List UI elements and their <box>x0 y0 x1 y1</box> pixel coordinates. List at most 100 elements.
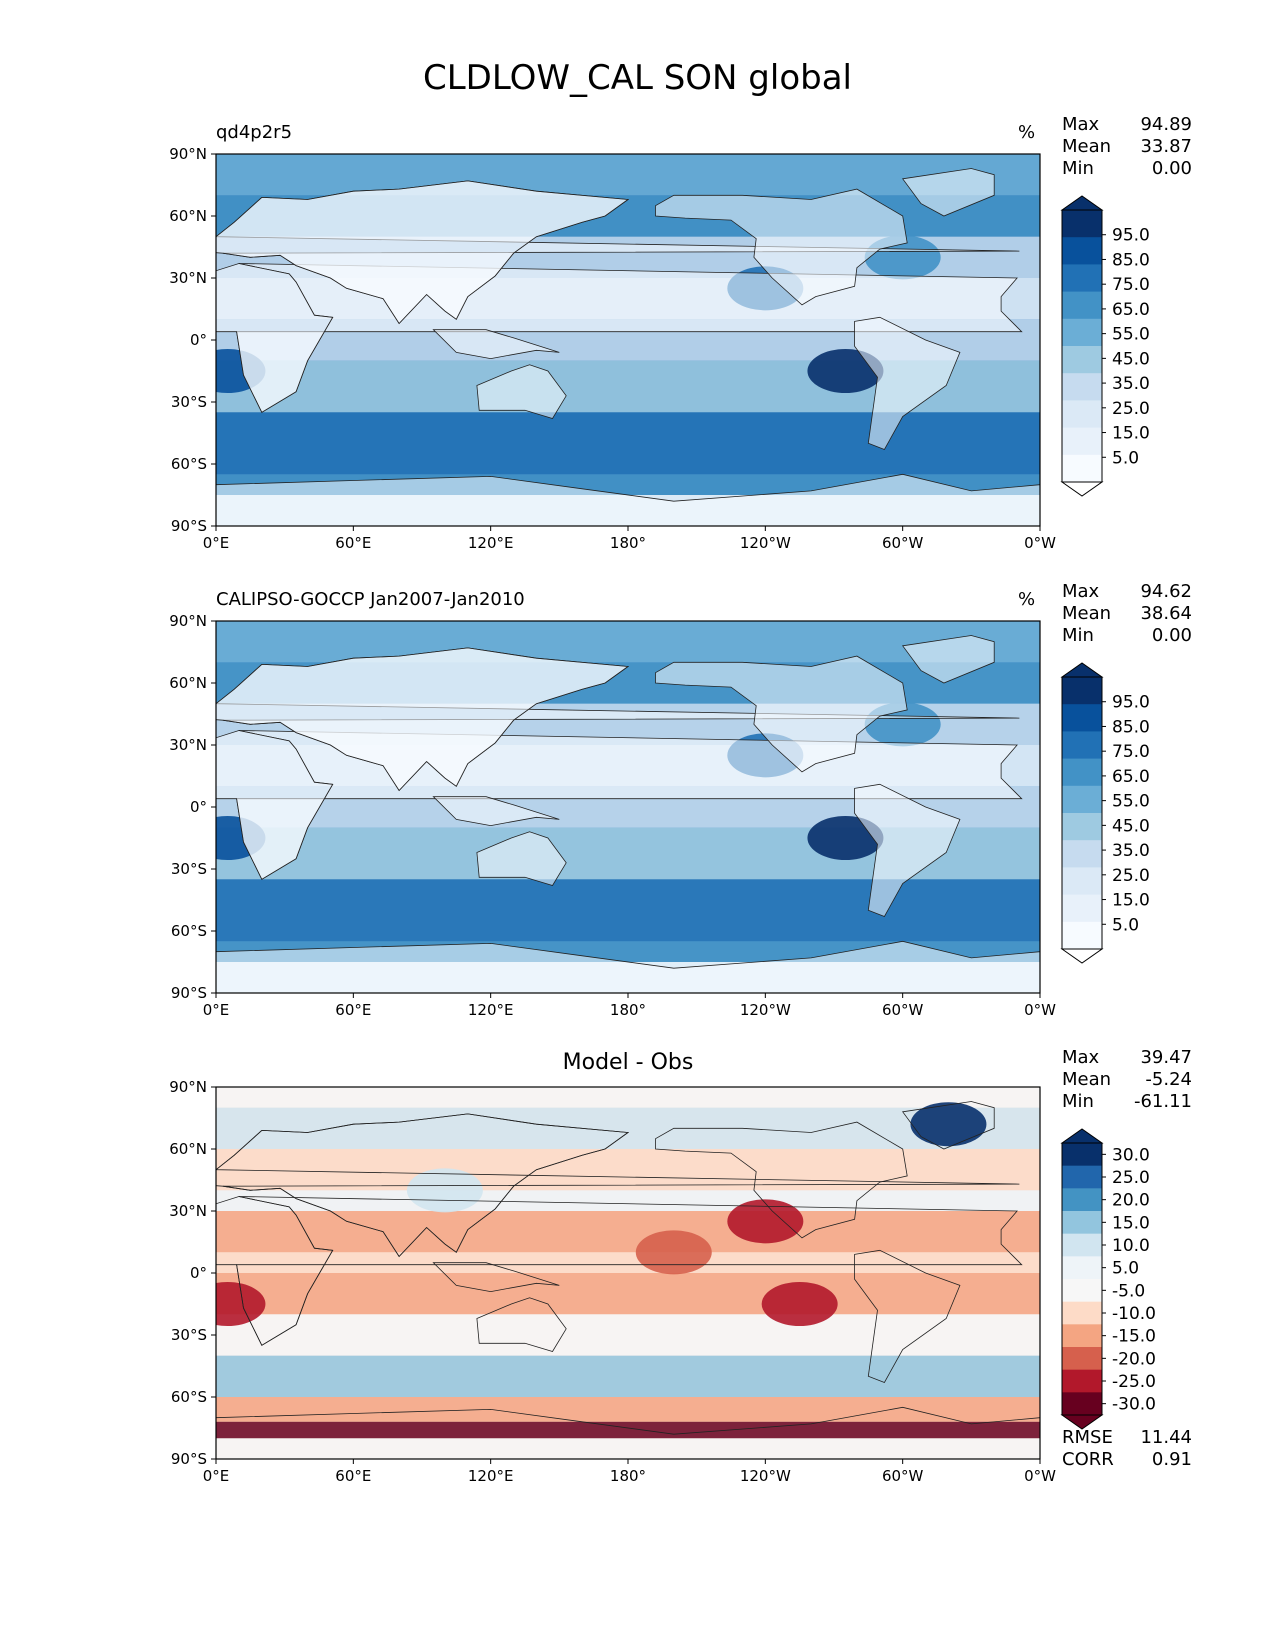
stat-max-label: Max <box>1062 581 1100 602</box>
stat-max-value: 94.62 <box>1140 581 1192 602</box>
lat-tick-label: 60°N <box>169 207 207 225</box>
field-band <box>216 1211 1040 1253</box>
lat-tick-label: 90°S <box>171 517 207 535</box>
lon-tick-label: 180° <box>610 1467 646 1485</box>
colorbar-tick-label: 35.0 <box>1112 374 1150 394</box>
colorbar-segment <box>1062 1301 1102 1325</box>
colorbar-tick-label: 95.0 <box>1112 226 1150 246</box>
colorbar-segment <box>1062 400 1102 429</box>
colorbar-frame <box>1061 676 1103 950</box>
coastline-greenland <box>901 635 995 684</box>
colorbar-extend-top <box>1060 662 1104 678</box>
map-plot: 90°N 60°N 30°N 0° 30°S 60°S 90°S0°E 60°E 120°E 18… <box>169 145 1150 552</box>
stat-max-label: Max <box>1062 1047 1100 1068</box>
colorbar-segment <box>1062 785 1102 814</box>
colorbar-segment <box>1062 731 1102 760</box>
colorbar-segment <box>1062 921 1102 950</box>
colorbar-tick-label: 30.0 <box>1112 1145 1150 1165</box>
stats-box: Max 94.89 Mean 33.87 Min 0.00 <box>1062 114 1192 180</box>
stat-min-value: 0.00 <box>1151 625 1192 646</box>
panel-title: qd4p2r5 <box>216 122 293 143</box>
stat-min-label: Min <box>1062 158 1094 179</box>
colorbar-segment <box>1062 373 1102 401</box>
coastline-africa-wrap <box>216 730 334 880</box>
lat-tick-label: 0° <box>190 331 207 349</box>
colorbar-segment <box>1062 210 1102 238</box>
panel-observation: CALIPSO-GOCCP Jan2007-Jan2010 % Max 94.62… <box>0 577 1275 1019</box>
coastline-greenland <box>901 1101 995 1150</box>
lon-tick-label: 0°W <box>1024 1467 1056 1485</box>
lon-tick-label: 0°E <box>203 1467 230 1485</box>
colorbar-frame <box>1061 209 1103 483</box>
colorbar-tick-label: 15.0 <box>1112 424 1150 444</box>
colorbar-tick-label: 10.0 <box>1112 1236 1150 1256</box>
lat-tick-label: 30°S <box>171 393 207 411</box>
colorbar-segment <box>1062 677 1102 705</box>
coastline-australia <box>476 1297 567 1352</box>
colorbar-segment <box>1062 454 1102 483</box>
field-layer <box>216 621 1040 993</box>
colorbar-tick-label: 20.0 <box>1112 1191 1150 1211</box>
coastline-indonesia <box>432 1262 560 1293</box>
lon-tick-label: 0°E <box>203 1001 230 1019</box>
colorbar-tick-label: 15.0 <box>1112 891 1150 911</box>
coastline-australia <box>476 364 567 419</box>
colorbar-tick-label: 25.0 <box>1112 866 1150 886</box>
lon-tick-label: 60°E <box>335 1467 371 1485</box>
lon-tick-label: 120°W <box>740 1001 791 1019</box>
stats-box: Max 94.62 Mean 38.64 Min 0.00 <box>1062 581 1192 647</box>
colorbar-tick-label: 85.0 <box>1112 250 1150 270</box>
figure-title: CLDLOW_CAL SON global <box>422 58 852 98</box>
colorbar-extend-top <box>1060 195 1104 211</box>
colorbar-segment <box>1062 1256 1102 1280</box>
field-band <box>216 1421 1040 1439</box>
lat-tick-label: 30°N <box>169 736 207 754</box>
lon-tick-label: 120°E <box>468 1001 514 1019</box>
panel-difference: Model - Obs Max 39.47 Mean -5.24 Min -61.11… <box>0 1043 1275 1485</box>
field-layer <box>216 154 1040 526</box>
stat-mean-label: Mean <box>1062 136 1112 157</box>
lon-tick-label: 120°E <box>468 534 514 552</box>
field-band <box>216 1087 1040 1108</box>
lon-tick-label: 180° <box>610 1001 646 1019</box>
colorbar-tick-label: 75.0 <box>1112 275 1150 295</box>
coastline-south-america <box>854 1249 961 1383</box>
colorbar-tick-label: 55.0 <box>1112 792 1150 812</box>
lat-tick-label: 60°N <box>169 1140 207 1158</box>
colorbar-segment <box>1062 427 1102 456</box>
field-feature <box>910 1102 987 1147</box>
field-band <box>216 1438 1040 1459</box>
colorbar-tick-label: 5.0 <box>1112 448 1139 468</box>
map-plot: 90°N 60°N 30°N 0° 30°S 60°S 90°S0°E 60°E 120°E 18… <box>169 1078 1156 1485</box>
colorbar-extend-bottom <box>1060 481 1104 497</box>
colorbar-segment <box>1062 867 1102 896</box>
colorbar-tick-label: 25.0 <box>1112 399 1150 419</box>
stat-mean-label: Mean <box>1062 1069 1112 1090</box>
lat-tick-label: 30°N <box>169 269 207 287</box>
stat-mean-value: 33.87 <box>1140 136 1192 157</box>
colorbar-tick-label: 15.0 <box>1112 1213 1150 1233</box>
colorbar-tick-label: 5.0 <box>1112 915 1139 935</box>
stat-max-label: Max <box>1062 114 1100 135</box>
colorbar-tick-label: -15.0 <box>1112 1327 1156 1347</box>
coastline-antarctica <box>216 940 1040 993</box>
lat-tick-label: 30°N <box>169 1202 207 1220</box>
field-feature <box>727 1199 804 1244</box>
colorbar-extend-bottom <box>1060 948 1104 964</box>
colorbar-segment <box>1062 1279 1102 1303</box>
lon-tick-label: 60°E <box>335 1001 371 1019</box>
colorbar-segment <box>1062 1392 1102 1416</box>
colorbar-extend-bottom <box>1060 1414 1104 1430</box>
colorbar-segment <box>1062 1347 1102 1371</box>
stats-box: Max 39.47 Mean -5.24 Min -61.11 <box>1062 1047 1192 1113</box>
field-band <box>216 412 1040 475</box>
coastline-south-america <box>854 316 961 450</box>
colorbar-tick-label: 25.0 <box>1112 1168 1150 1188</box>
stat-max-value: 94.89 <box>1140 114 1192 135</box>
stat-mean-value: 38.64 <box>1140 603 1192 624</box>
field-feature <box>406 1168 483 1213</box>
lon-tick-label: 0°E <box>203 534 230 552</box>
metrics-box: RMSE 11.44 CORR 0.91 <box>1062 1427 1192 1471</box>
colorbar-tick-label: 45.0 <box>1112 816 1150 836</box>
coastline-indonesia <box>432 796 560 827</box>
